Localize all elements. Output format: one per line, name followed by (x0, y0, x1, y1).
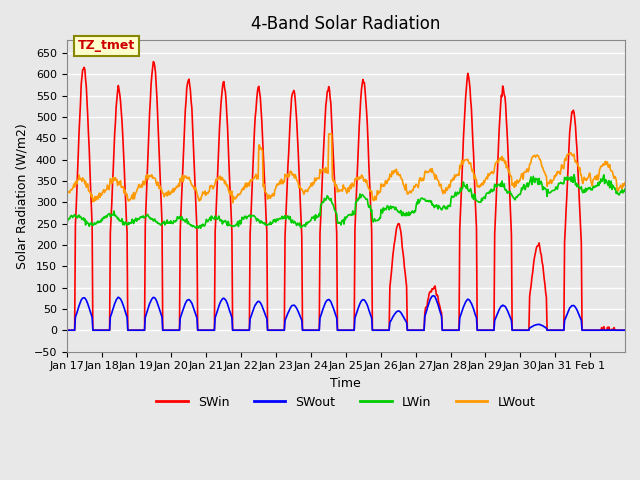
SWin (404, 327, 412, 333)
LWout (405, 190, 413, 196)
SWin (63, 327, 70, 333)
LWin (621, 186, 629, 192)
SWout (231, 327, 239, 333)
LWin (280, 215, 288, 221)
LWout (129, 192, 136, 198)
LWin (63, 217, 70, 223)
LWin (129, 216, 136, 222)
Line: SWin: SWin (67, 62, 625, 330)
SWout (436, 307, 444, 312)
Text: TZ_tmet: TZ_tmet (78, 39, 135, 52)
LWout (63, 190, 70, 196)
SWin (232, 327, 239, 333)
LWout (325, 131, 333, 137)
LWout (228, 200, 236, 205)
LWin (196, 226, 204, 231)
LWout (259, 183, 267, 189)
SWin (621, 327, 629, 333)
SWout (129, 327, 136, 333)
SWout (280, 327, 287, 333)
Line: SWout: SWout (67, 296, 625, 330)
LWin (436, 204, 444, 210)
LWout (436, 182, 444, 188)
Line: LWout: LWout (67, 134, 625, 203)
LWin (570, 172, 578, 178)
LWout (621, 180, 629, 185)
LWin (259, 220, 267, 226)
SWout (259, 304, 266, 310)
Title: 4-Band Solar Radiation: 4-Band Solar Radiation (251, 15, 440, 33)
Legend: SWin, SWout, LWin, LWout: SWin, SWout, LWin, LWout (152, 391, 540, 414)
SWin (150, 59, 157, 65)
SWout (63, 327, 70, 333)
Y-axis label: Solar Radiation (W/m2): Solar Radiation (W/m2) (15, 123, 28, 269)
X-axis label: Time: Time (330, 377, 361, 390)
SWin (280, 327, 288, 333)
LWin (232, 223, 239, 228)
LWout (232, 196, 239, 202)
LWout (280, 179, 288, 185)
Line: LWin: LWin (67, 175, 625, 228)
SWin (436, 302, 444, 308)
LWin (404, 213, 412, 218)
SWin (259, 148, 267, 154)
SWout (429, 293, 437, 299)
SWout (403, 327, 411, 333)
SWout (621, 327, 629, 333)
SWin (129, 327, 136, 333)
